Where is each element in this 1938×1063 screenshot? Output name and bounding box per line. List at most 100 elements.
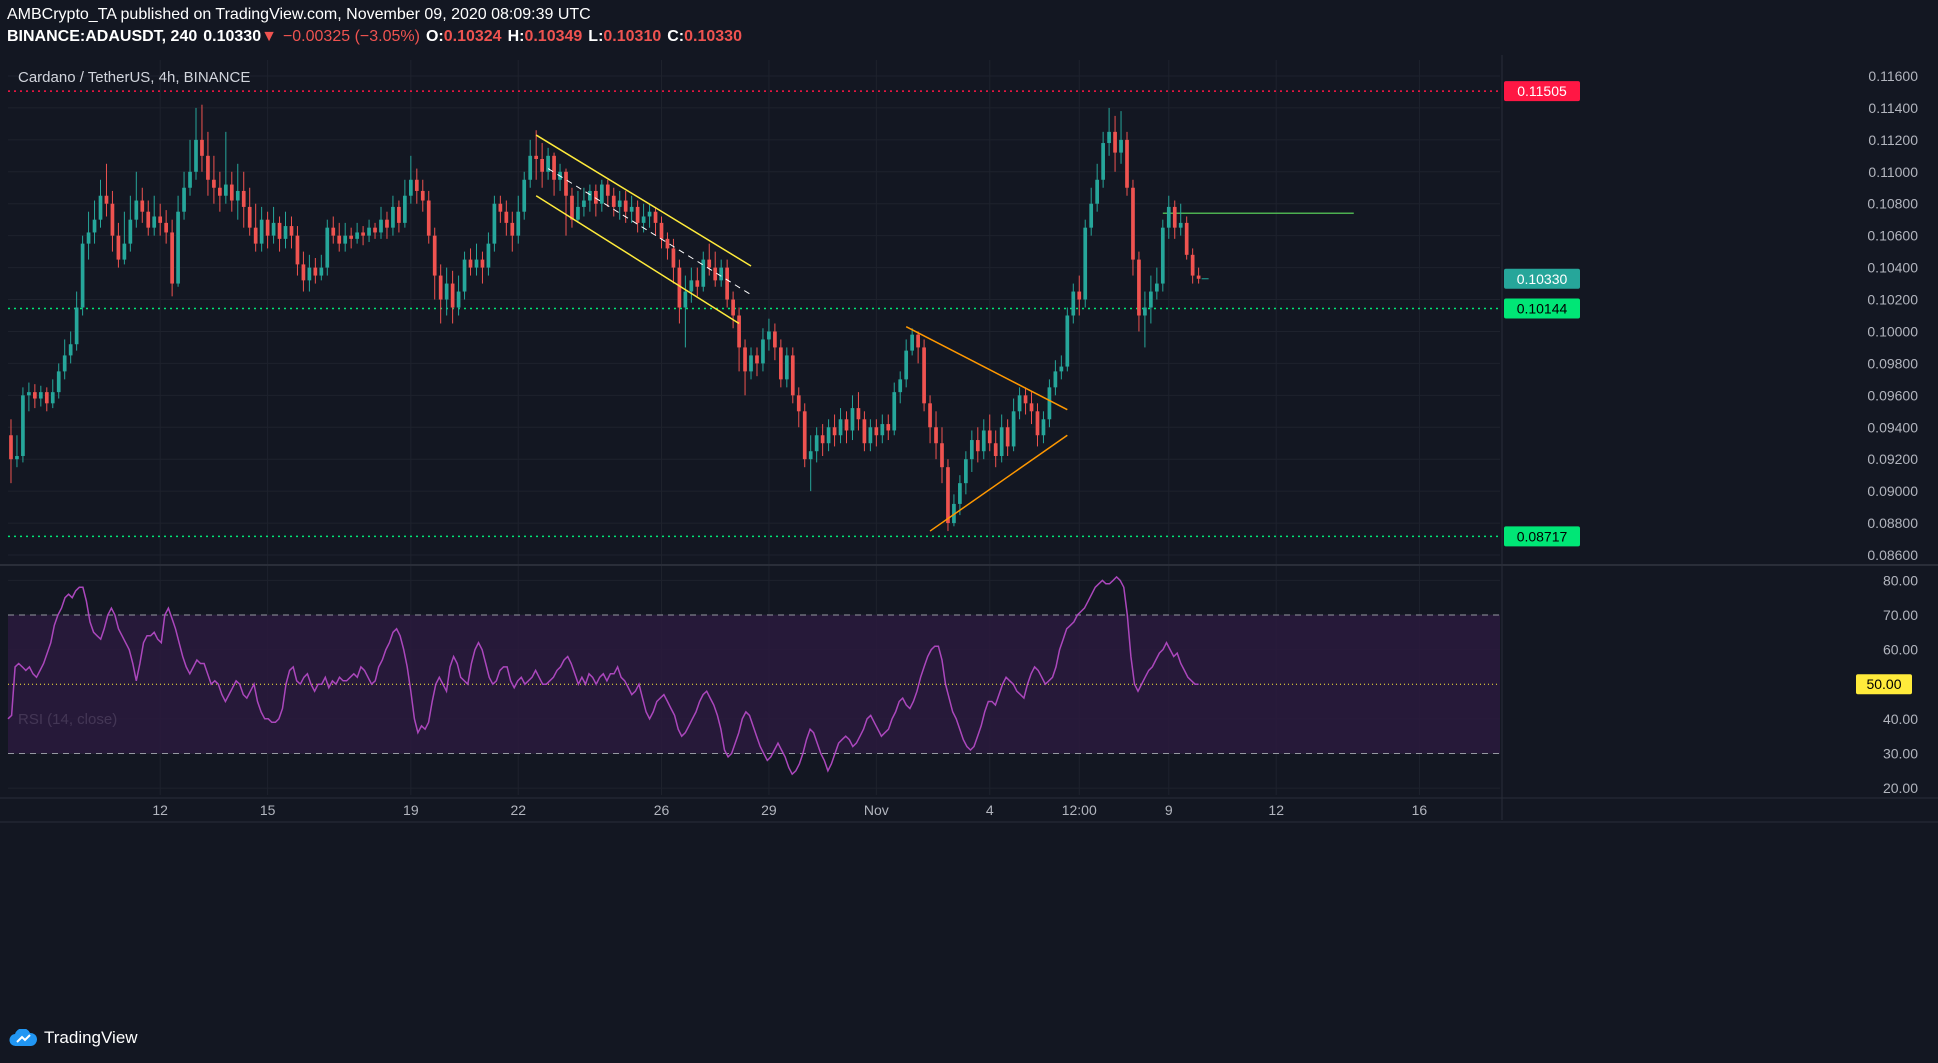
candle	[1143, 291, 1147, 348]
candle	[313, 258, 318, 284]
candle	[361, 226, 365, 246]
candle	[683, 275, 688, 348]
candle	[659, 216, 664, 249]
candle	[850, 395, 855, 441]
time-tick-label: 4	[986, 802, 994, 818]
candle-body	[492, 203, 497, 244]
candle	[593, 184, 598, 217]
candle-body	[617, 200, 622, 207]
candle	[277, 216, 282, 252]
candle-body	[44, 392, 49, 404]
candle-body	[576, 206, 580, 220]
candle	[414, 168, 419, 204]
candle-body	[1083, 227, 1088, 300]
candle	[80, 235, 85, 316]
candle	[1041, 411, 1046, 444]
candle-body	[892, 392, 897, 431]
candle	[987, 414, 992, 452]
price-tick-label: 0.08600	[1867, 547, 1918, 563]
candle	[1149, 275, 1153, 324]
candle	[62, 339, 67, 380]
candle	[74, 291, 79, 351]
candle-body	[862, 419, 867, 444]
candle-body	[349, 235, 354, 239]
candle	[128, 195, 133, 252]
candle-body	[510, 222, 515, 236]
candle	[790, 347, 795, 404]
candle	[86, 211, 91, 260]
tradingview-logo[interactable]: TradingView	[8, 1028, 138, 1048]
candle	[1107, 107, 1111, 156]
candle	[1196, 267, 1201, 284]
candle	[420, 179, 425, 212]
candle-body	[898, 379, 903, 393]
candle-body	[570, 195, 574, 220]
candle	[880, 414, 885, 444]
candle	[170, 219, 174, 297]
candle	[928, 395, 932, 444]
candle	[38, 385, 43, 407]
candle	[534, 130, 539, 180]
time-tick-label: 9	[1165, 802, 1173, 818]
low-label: L:	[588, 28, 604, 45]
candle	[283, 211, 288, 249]
candle	[468, 248, 473, 276]
candle	[522, 171, 527, 220]
candle-body	[1137, 259, 1141, 316]
candle	[337, 222, 342, 252]
candle-body	[432, 235, 437, 276]
candle-body	[868, 427, 873, 444]
candle	[969, 430, 974, 472]
candle-body	[307, 267, 312, 281]
candle-body	[33, 392, 37, 399]
candle	[373, 222, 377, 239]
candle	[1071, 283, 1076, 324]
candle-body	[928, 403, 932, 428]
candle-body	[414, 179, 419, 191]
candle	[1053, 360, 1058, 396]
candle-body	[319, 267, 324, 276]
candle-body	[599, 184, 604, 204]
candle-body	[1160, 227, 1165, 284]
candle	[486, 232, 491, 276]
candle-body	[820, 435, 825, 444]
candle-body	[1059, 366, 1064, 372]
candle-body	[379, 219, 383, 233]
candle-body	[450, 283, 455, 308]
candle	[44, 387, 49, 412]
candle	[218, 171, 222, 212]
candle	[922, 339, 926, 412]
candle-body	[737, 315, 741, 348]
candle	[1017, 387, 1022, 420]
candle-body	[456, 291, 461, 308]
candle-body	[796, 395, 801, 412]
candle	[289, 216, 294, 249]
candle-body	[80, 243, 85, 308]
candle-body	[528, 155, 533, 180]
candle	[856, 392, 861, 431]
price-tick-label: 0.10200	[1867, 292, 1918, 308]
candle-body	[426, 200, 431, 236]
price-tick-label: 0.10600	[1867, 228, 1918, 244]
candle-body	[38, 392, 43, 399]
candle	[456, 275, 461, 316]
candle-body	[1023, 395, 1028, 404]
candle-body	[808, 451, 813, 460]
candle-body	[552, 155, 556, 180]
high-value: 0.10349	[524, 28, 583, 45]
candle-body	[1047, 387, 1052, 420]
candle-body	[367, 227, 371, 236]
candle	[653, 206, 658, 236]
candle-body	[743, 347, 747, 372]
candle-body	[1131, 187, 1135, 260]
candle-body	[355, 232, 359, 239]
candle-body	[265, 219, 270, 236]
candle-body	[164, 222, 169, 233]
candle	[999, 414, 1004, 463]
candle-body	[987, 430, 992, 444]
candle	[355, 222, 359, 244]
candle	[15, 435, 19, 468]
candle	[677, 259, 682, 324]
candle-body	[1154, 283, 1159, 292]
